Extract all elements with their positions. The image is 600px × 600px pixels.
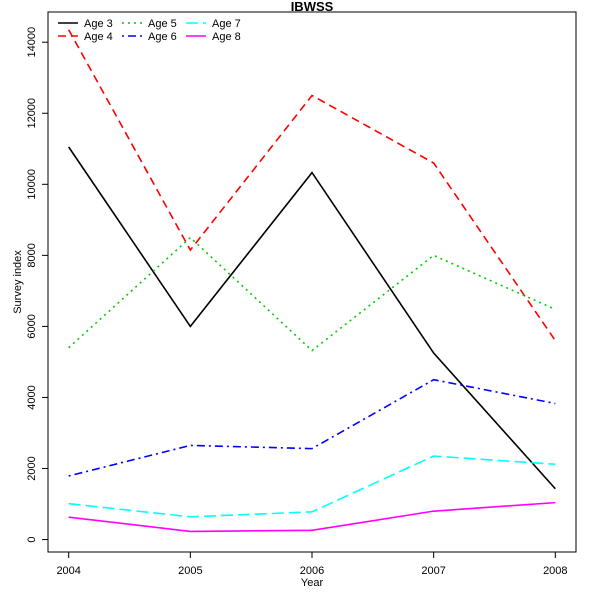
series-line-age-7 bbox=[68, 455, 556, 518]
legend-label: Age 7 bbox=[212, 18, 241, 30]
y-axis-title: Survey index bbox=[12, 250, 24, 314]
x-axis: 2004 2005 2006 2007 2008 bbox=[56, 552, 568, 577]
legend-label: Age 8 bbox=[212, 31, 241, 43]
y-tick-label: 8000 bbox=[26, 243, 38, 267]
y-tick-label: 4000 bbox=[26, 385, 38, 409]
series-line-age-8 bbox=[68, 501, 556, 533]
legend-label: Age 4 bbox=[84, 31, 113, 43]
y-tick-label: 14000 bbox=[26, 27, 38, 58]
y-tick-label: 6000 bbox=[26, 314, 38, 338]
chart-title: IBWSS bbox=[291, 0, 334, 14]
series-line-age-5 bbox=[68, 236, 556, 352]
x-tick-label: 2008 bbox=[543, 565, 567, 577]
series-line-age-3 bbox=[68, 146, 556, 490]
x-tick-label: 2007 bbox=[421, 565, 445, 577]
y-tick-label: 12000 bbox=[26, 98, 38, 129]
legend-label: Age 3 bbox=[84, 18, 113, 30]
x-axis-title: Year bbox=[301, 577, 324, 589]
x-tick-label: 2006 bbox=[300, 565, 324, 577]
series-layer bbox=[67, 29, 556, 533]
series-line-age-4 bbox=[67, 29, 556, 342]
legend-label: Age 5 bbox=[148, 18, 177, 30]
y-tick-label: 0 bbox=[26, 537, 38, 543]
x-tick-label: 2004 bbox=[56, 565, 80, 577]
series-line-age-6 bbox=[68, 378, 556, 477]
y-axis: 0 2000 4000 6000 8000 10000 12000 14000 bbox=[26, 27, 48, 543]
y-tick-label: 2000 bbox=[26, 456, 38, 480]
legend-label: Age 6 bbox=[148, 31, 177, 43]
y-tick-label: 10000 bbox=[26, 169, 38, 200]
plot-frame bbox=[47, 11, 577, 553]
x-tick-label: 2005 bbox=[178, 565, 202, 577]
